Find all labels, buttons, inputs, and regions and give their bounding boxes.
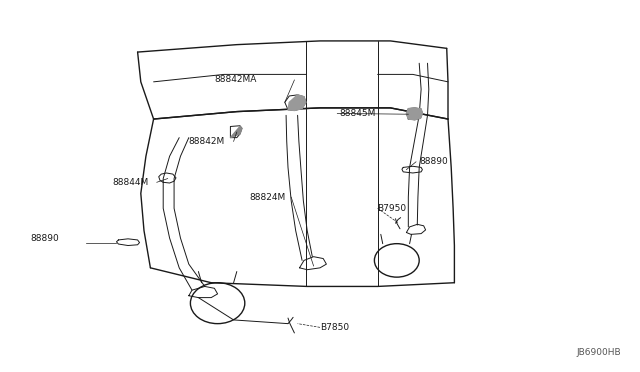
Text: 88824M: 88824M	[250, 193, 286, 202]
Text: 88890: 88890	[31, 234, 60, 243]
Text: 88890: 88890	[419, 157, 448, 166]
Text: B7950: B7950	[378, 204, 407, 213]
Polygon shape	[230, 126, 242, 138]
Text: B7850: B7850	[320, 323, 349, 332]
Text: 88842MA: 88842MA	[214, 76, 257, 84]
Text: 88842M: 88842M	[189, 137, 225, 146]
Text: JB6900HB: JB6900HB	[576, 348, 621, 357]
Polygon shape	[288, 95, 306, 110]
Text: 88845M: 88845M	[339, 109, 376, 118]
Text: 88844M: 88844M	[112, 178, 148, 187]
Polygon shape	[406, 108, 422, 120]
